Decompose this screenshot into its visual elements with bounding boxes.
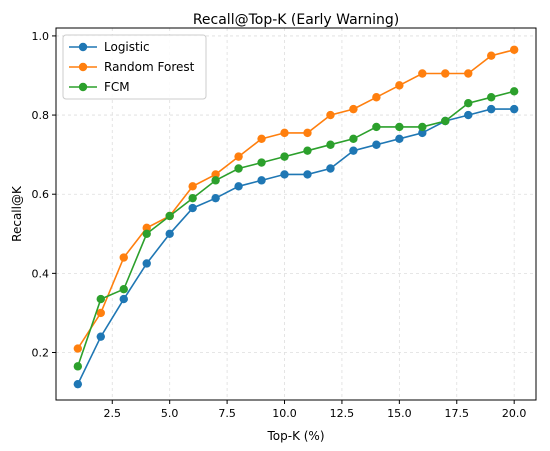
data-point-random-forest: [211, 170, 220, 179]
x-tick-label: 2.5: [104, 407, 122, 420]
data-point-random-forest: [395, 81, 404, 90]
series-layer: [73, 45, 519, 389]
data-point-fcm: [303, 146, 312, 155]
data-point-fcm: [487, 93, 496, 102]
y-axis-label: Recall@K: [10, 185, 24, 242]
data-point-random-forest: [96, 308, 105, 318]
data-point-fcm: [119, 284, 128, 294]
data-point-random-forest: [73, 344, 83, 353]
data-point-logistic: [73, 379, 83, 389]
data-point-random-forest: [372, 93, 381, 102]
x-tick-label: 20.0: [502, 407, 527, 420]
y-axis: 0.2 0.4 0.6 0.8 1.0: [32, 30, 56, 360]
x-tick-label: 7.5: [218, 407, 236, 420]
data-point-random-forest: [257, 134, 266, 144]
data-point-logistic: [303, 170, 312, 179]
data-point-logistic: [119, 294, 128, 304]
x-tick-label: 17.5: [445, 407, 470, 420]
y-tick-label: 1.0: [32, 30, 50, 43]
data-point-random-forest: [349, 104, 358, 114]
data-point-logistic: [349, 146, 358, 155]
data-point-logistic: [257, 176, 266, 185]
data-point-random-forest: [234, 152, 243, 161]
data-point-random-forest: [188, 182, 197, 191]
data-point-logistic: [395, 134, 404, 144]
data-point-fcm: [280, 152, 289, 161]
data-point-random-forest: [464, 69, 473, 78]
data-point-random-forest: [280, 128, 289, 138]
data-point-fcm: [211, 176, 220, 185]
data-point-logistic: [96, 332, 105, 341]
data-point-random-forest: [509, 45, 519, 54]
x-axis-label: Top-K (%): [266, 429, 324, 443]
data-point-fcm: [509, 87, 519, 96]
y-tick-label: 0.8: [32, 109, 50, 122]
chart-title: Recall@Top-K (Early Warning): [193, 12, 399, 28]
data-point-logistic: [464, 110, 473, 120]
data-point-random-forest: [487, 51, 496, 60]
data-point-logistic: [326, 164, 335, 173]
data-point-random-forest: [418, 69, 427, 78]
x-tick-label: 15.0: [387, 407, 412, 420]
data-point-random-forest: [441, 69, 450, 78]
data-point-logistic: [280, 170, 289, 179]
legend-marker: [78, 82, 88, 92]
data-point-logistic: [188, 203, 197, 213]
data-point-fcm: [142, 229, 151, 238]
x-tick-label: 10.0: [272, 407, 297, 420]
data-point-fcm: [257, 158, 266, 167]
x-axis: 2.5 5.0 7.5 10.0 12.5 15.0 17.5 20.0: [104, 400, 527, 420]
data-point-random-forest: [326, 110, 335, 120]
legend-label: Logistic: [104, 40, 150, 54]
data-point-fcm: [418, 122, 427, 132]
legend-label: FCM: [104, 80, 130, 94]
data-point-fcm: [165, 211, 174, 221]
data-point-fcm: [96, 294, 105, 304]
data-point-logistic: [487, 104, 496, 114]
legend: Logistic Random Forest FCM: [62, 34, 207, 100]
data-point-logistic: [372, 140, 381, 149]
data-point-random-forest: [303, 128, 312, 138]
data-point-logistic: [165, 229, 174, 238]
x-tick-label: 12.5: [330, 407, 355, 420]
data-point-fcm: [441, 116, 450, 126]
y-tick-label: 0.4: [32, 267, 50, 280]
y-tick-label: 0.6: [32, 188, 50, 201]
x-tick-label: 5.0: [161, 407, 179, 420]
legend-marker: [78, 62, 88, 72]
data-point-fcm: [464, 98, 473, 108]
data-point-random-forest: [119, 253, 128, 262]
legend-marker: [78, 42, 88, 52]
y-tick-label: 0.2: [32, 347, 50, 360]
data-point-fcm: [188, 193, 197, 203]
legend-label: Random Forest: [104, 60, 195, 74]
data-point-fcm: [326, 140, 335, 149]
data-point-logistic: [418, 128, 427, 138]
data-point-fcm: [372, 122, 381, 132]
data-point-fcm: [395, 122, 404, 132]
data-point-fcm: [349, 134, 358, 144]
series-line-logistic: [77, 108, 515, 385]
data-point-random-forest: [142, 223, 151, 233]
data-point-logistic: [509, 104, 519, 114]
data-point-logistic: [142, 259, 151, 268]
data-point-logistic: [211, 193, 220, 203]
plot-frame: [55, 27, 537, 401]
data-point-fcm: [73, 362, 83, 371]
legend-box: [62, 34, 207, 100]
data-point-fcm: [234, 164, 243, 173]
data-point-logistic: [234, 182, 243, 191]
